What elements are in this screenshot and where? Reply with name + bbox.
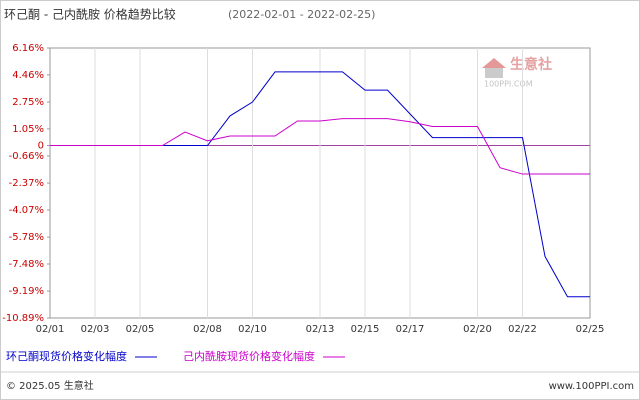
y-tick-label: 6.16% — [12, 43, 44, 54]
legend-label: 己内酰胺现货价格变化幅度 — [183, 349, 315, 363]
watermark-name: 生意社 — [510, 56, 552, 73]
footer-url: www.100PPI.com — [549, 381, 634, 392]
x-tick-label: 02/13 — [306, 324, 335, 335]
y-tick-label: -4.07% — [9, 205, 44, 216]
x-tick-label: 02/03 — [81, 324, 110, 335]
y-tick-label: 0 — [38, 141, 44, 152]
x-tick-label: 02/20 — [463, 324, 492, 335]
chart-subtitle: (2022-02-01 - 2022-02-25) — [228, 8, 375, 21]
watermark-site: 100PPI.COM — [484, 80, 533, 89]
x-tick-label: 02/10 — [238, 324, 267, 335]
y-tick-label: -9.19% — [9, 286, 44, 297]
y-tick-label: -0.66% — [9, 151, 44, 162]
x-tick-label: 02/22 — [508, 324, 537, 335]
chart-title: 环己酮 - 己内酰胺 价格趋势比较 — [4, 7, 176, 22]
x-tick-label: 02/25 — [576, 324, 605, 335]
x-tick-label: 02/17 — [396, 324, 425, 335]
y-tick-label: -7.48% — [9, 259, 44, 270]
series-line — [50, 118, 590, 175]
x-tick-label: 02/08 — [193, 324, 222, 335]
y-tick-label: 4.46% — [12, 70, 44, 81]
watermark: 生意社 100PPI.COM — [482, 56, 552, 89]
y-tick-label: -10.89% — [2, 313, 44, 324]
x-tick-label: 02/05 — [126, 324, 155, 335]
y-tick-label: 2.75% — [12, 97, 44, 108]
legend-label: 环己酮现货价格变化幅度 — [6, 349, 127, 363]
x-tick-label: 02/15 — [351, 324, 380, 335]
footer-copyright: © 2025.05 生意社 — [6, 379, 94, 392]
y-tick-label: -5.78% — [9, 232, 44, 243]
x-tick-label: 02/01 — [36, 324, 65, 335]
y-tick-label: 1.05% — [12, 124, 44, 135]
y-tick-label: -2.37% — [9, 178, 44, 189]
